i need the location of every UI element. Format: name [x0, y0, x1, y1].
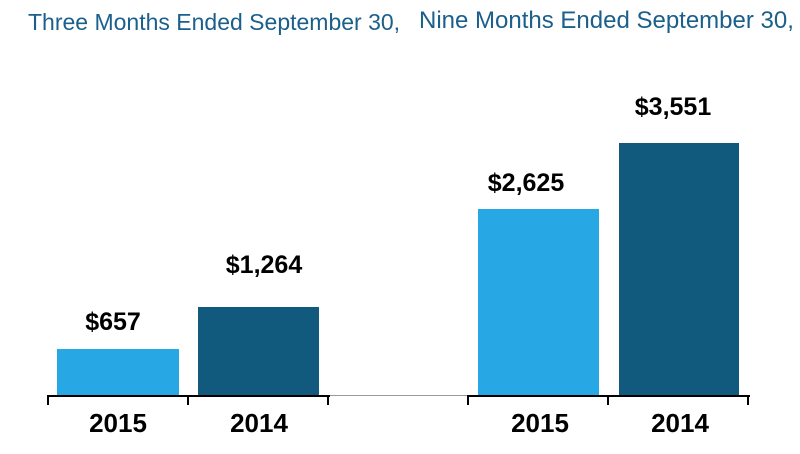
- x-axis-tick: [607, 395, 609, 405]
- x-axis-label-nine-months-2015: 2015: [511, 408, 569, 438]
- bar-value-label-nine-months-2014: $3,551: [634, 93, 712, 121]
- x-axis-connector-line: [330, 395, 467, 396]
- bar-nine-months-2015: [478, 209, 599, 395]
- x-axis-label-three-months-2015: 2015: [89, 408, 147, 438]
- x-axis-tick: [47, 395, 49, 405]
- x-axis-label-nine-months-2014: 2014: [651, 408, 709, 438]
- x-axis-label-three-months-2014: 2014: [230, 408, 288, 438]
- left-chart-title: Three Months Ended September 30,: [28, 9, 401, 35]
- x-axis-tick: [747, 395, 749, 405]
- bar-nine-months-2014: [619, 143, 739, 395]
- bar-three-months-2014: [198, 307, 319, 395]
- bar-value-label-three-months-2014: $1,264: [225, 251, 303, 279]
- x-axis-tick: [327, 395, 329, 405]
- x-axis-tick: [467, 395, 469, 405]
- right-chart-title: Nine Months Ended September 30,: [419, 7, 794, 34]
- x-axis-tick: [187, 395, 189, 405]
- bar-value-label-three-months-2015: $657: [85, 308, 141, 336]
- bar-value-label-nine-months-2015: $2,625: [487, 169, 565, 197]
- bar-three-months-2015: [57, 349, 179, 395]
